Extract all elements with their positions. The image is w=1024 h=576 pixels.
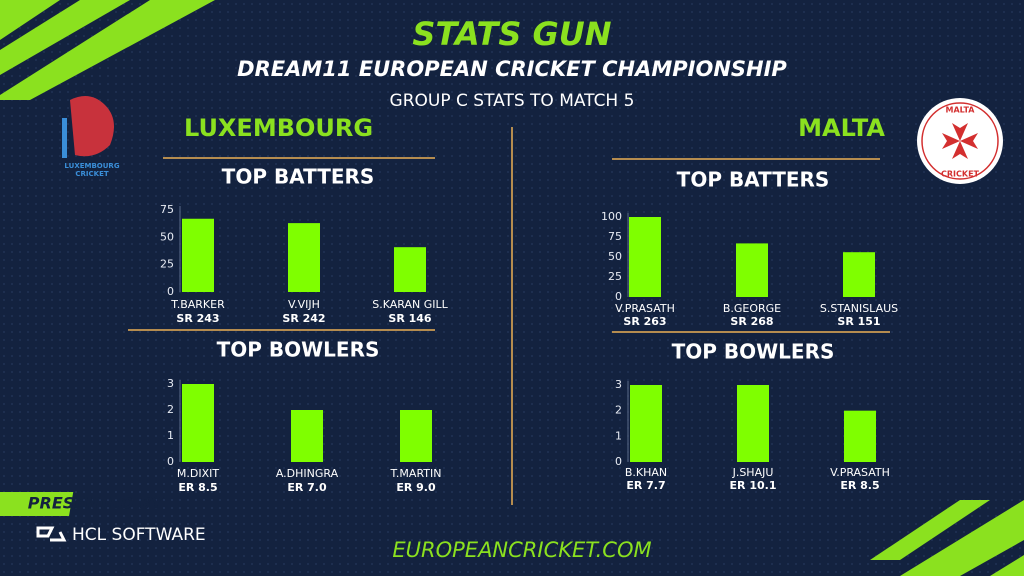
bar-sublabel: SR 268 — [730, 315, 773, 328]
logo-lion — [70, 96, 114, 157]
logo-text: MALTA — [946, 106, 976, 115]
y-tick-label: 1 — [167, 429, 174, 442]
sponsor: HCL SOFTWARE — [72, 525, 206, 545]
bar — [630, 385, 662, 462]
bar — [288, 223, 320, 292]
chart-title: TOP BATTERS — [677, 168, 830, 192]
y-tick-label: 0 — [167, 285, 174, 298]
x-tick-label: B.KHAN — [625, 466, 667, 479]
y-tick-label: 1 — [615, 429, 622, 442]
x-tick-label: V.PRASATH — [830, 466, 890, 479]
team-name: LUXEMBOURG — [184, 114, 373, 142]
accent — [990, 555, 1024, 576]
brand: STATS GUN — [412, 15, 611, 53]
bar — [400, 410, 432, 462]
bar — [182, 384, 214, 462]
x-tick-label: T.MARTIN — [390, 467, 442, 480]
logo-bat — [62, 118, 67, 158]
chart-title: TOP BATTERS — [222, 165, 375, 189]
y-tick-label: 75 — [608, 230, 622, 243]
team-name: MALTA — [798, 114, 885, 142]
accent — [0, 0, 215, 100]
y-tick-label: 75 — [160, 203, 174, 216]
y-tick-label: 3 — [615, 378, 622, 391]
bar-sublabel: ER 7.0 — [287, 481, 327, 494]
x-tick-label: M.DIXIT — [177, 467, 219, 480]
x-tick-label: V.VIJH — [288, 298, 320, 311]
accent — [900, 500, 1024, 576]
bar — [737, 385, 769, 462]
bar-sublabel: SR 243 — [176, 312, 219, 325]
event-title: DREAM11 EUROPEAN CRICKET CHAMPIONSHIP — [237, 57, 787, 81]
accent — [0, 0, 130, 75]
presented-badge — [0, 492, 74, 516]
bar-sublabel: ER 9.0 — [396, 481, 436, 494]
x-tick-label: T.BARKER — [170, 298, 225, 311]
bar — [394, 247, 426, 292]
chart-title: TOP BOWLERS — [217, 338, 380, 362]
y-tick-label: 50 — [160, 230, 174, 243]
bar-sublabel: ER 8.5 — [178, 481, 217, 494]
y-tick-label: 50 — [608, 250, 622, 263]
luxembourg-logo: LUXEMBOURG CRICKET — [62, 96, 120, 178]
bar — [736, 243, 768, 297]
y-tick-label: 2 — [615, 404, 622, 417]
logo-cross — [942, 123, 978, 159]
bar-sublabel: ER 8.5 — [840, 479, 879, 492]
y-tick-label: 25 — [160, 258, 174, 271]
logo-text: CRICKET — [941, 170, 980, 179]
website: EUROPEANCRICKET.COM — [392, 538, 651, 562]
chart-title: TOP BOWLERS — [672, 340, 835, 364]
y-tick-label: 3 — [167, 377, 174, 390]
logo-text: CRICKET — [75, 170, 108, 178]
logo-ring — [921, 102, 999, 180]
x-tick-label: S.KARAN GILL — [372, 298, 448, 311]
accent — [870, 500, 990, 560]
bar-sublabel: SR 263 — [623, 315, 666, 328]
y-tick-label: 0 — [615, 455, 622, 468]
bar — [291, 410, 323, 462]
bar — [629, 217, 661, 297]
bar-sublabel: SR 242 — [282, 312, 325, 325]
bar-sublabel: ER 10.1 — [730, 479, 777, 492]
presented-by: PRESENTED BY — [28, 494, 164, 513]
y-tick-label: 25 — [608, 270, 622, 283]
bar-sublabel: SR 151 — [837, 315, 880, 328]
x-tick-label: J.SHAJU — [732, 466, 774, 479]
y-tick-label: 100 — [601, 210, 622, 223]
y-tick-label: 0 — [615, 290, 622, 303]
y-tick-label: 2 — [167, 403, 174, 416]
bar-sublabel: SR 146 — [388, 312, 432, 325]
bar — [182, 218, 214, 292]
malta-logo: MALTA CRICKET — [917, 98, 1003, 184]
x-tick-label: S.STANISLAUS — [820, 302, 898, 315]
x-tick-label: V.PRASATH — [615, 302, 675, 315]
bar — [844, 410, 876, 462]
sponsor-icon — [36, 526, 67, 542]
bar-sublabel: ER 7.7 — [626, 479, 665, 492]
bar — [843, 252, 875, 297]
y-tick-label: 0 — [167, 455, 174, 468]
x-tick-label: B.GEORGE — [723, 302, 781, 315]
subtitle: GROUP C STATS TO MATCH 5 — [390, 91, 635, 111]
accent — [0, 0, 60, 40]
logo-text: LUXEMBOURG — [64, 162, 119, 170]
x-tick-label: A.DHINGRA — [276, 467, 339, 480]
